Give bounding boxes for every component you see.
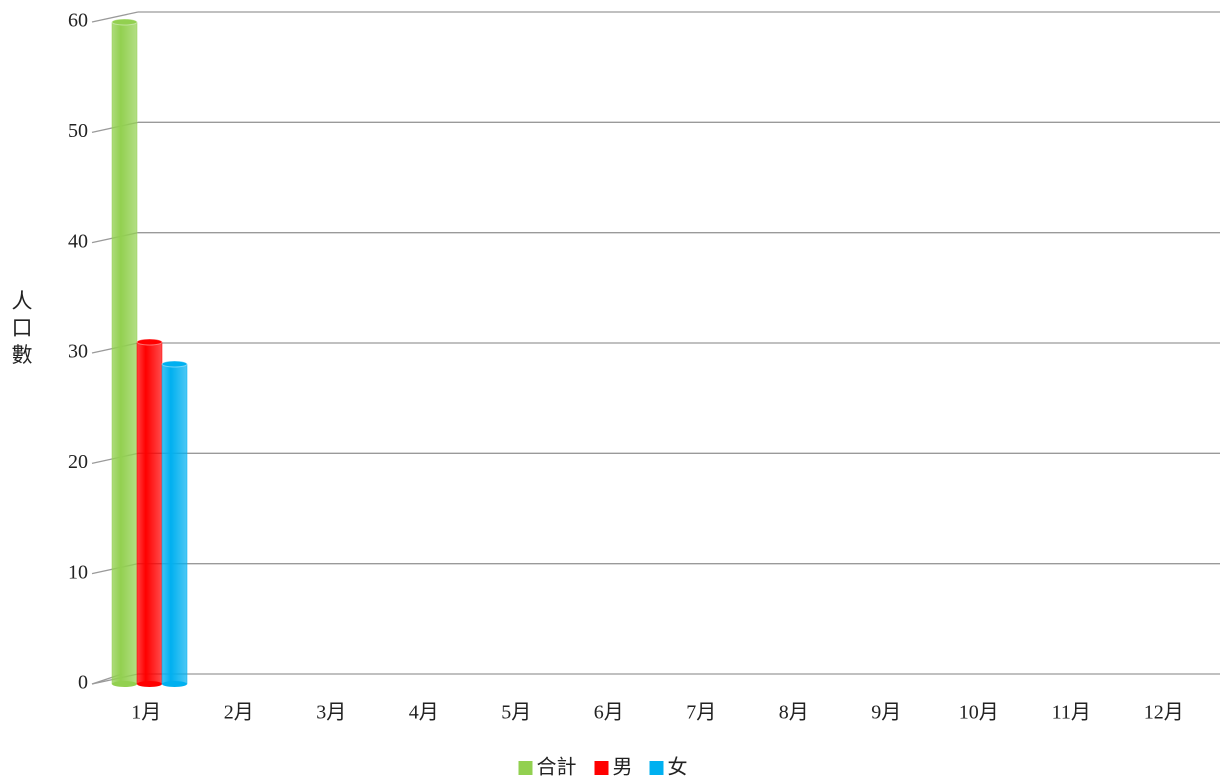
x-tick-label: 11月 (1052, 702, 1091, 724)
legend-label: 男 (613, 755, 633, 779)
legend-label: 女 (668, 755, 688, 779)
x-tick-label: 9月 (871, 702, 901, 724)
y-tick-label: 50 (68, 120, 88, 142)
x-tick-label: 8月 (779, 702, 809, 724)
x-tick-label: 12月 (1144, 702, 1184, 724)
grid-line (91, 11, 139, 23)
bar (136, 341, 163, 685)
y-tick-label: 10 (68, 561, 88, 583)
y-tick-label: 0 (78, 672, 88, 694)
bar (111, 21, 138, 685)
y-axis-label: 人口數 (9, 290, 33, 371)
x-tick-label: 7月 (686, 702, 716, 724)
bar-cap (161, 360, 188, 368)
x-tick-label: 6月 (594, 702, 624, 724)
y-tick-label: 30 (68, 341, 88, 363)
x-tick-label: 1月 (131, 702, 161, 724)
x-tick-label: 3月 (316, 702, 346, 724)
bar (161, 363, 188, 685)
bar-cap (136, 338, 163, 346)
y-tick-label: 40 (68, 230, 88, 252)
legend-swatch (518, 761, 533, 775)
legend-swatch (594, 761, 609, 775)
x-tick-label: 2月 (224, 702, 254, 724)
legend-label: 合計 (537, 755, 577, 779)
x-tick-label: 10月 (959, 702, 999, 724)
legend-swatch (649, 761, 664, 775)
bar-cap (111, 18, 138, 26)
x-tick-label: 4月 (409, 702, 439, 724)
x-tick-label: 5月 (501, 702, 531, 724)
y-tick-label: 60 (68, 10, 88, 32)
y-tick-label: 20 (68, 451, 88, 473)
